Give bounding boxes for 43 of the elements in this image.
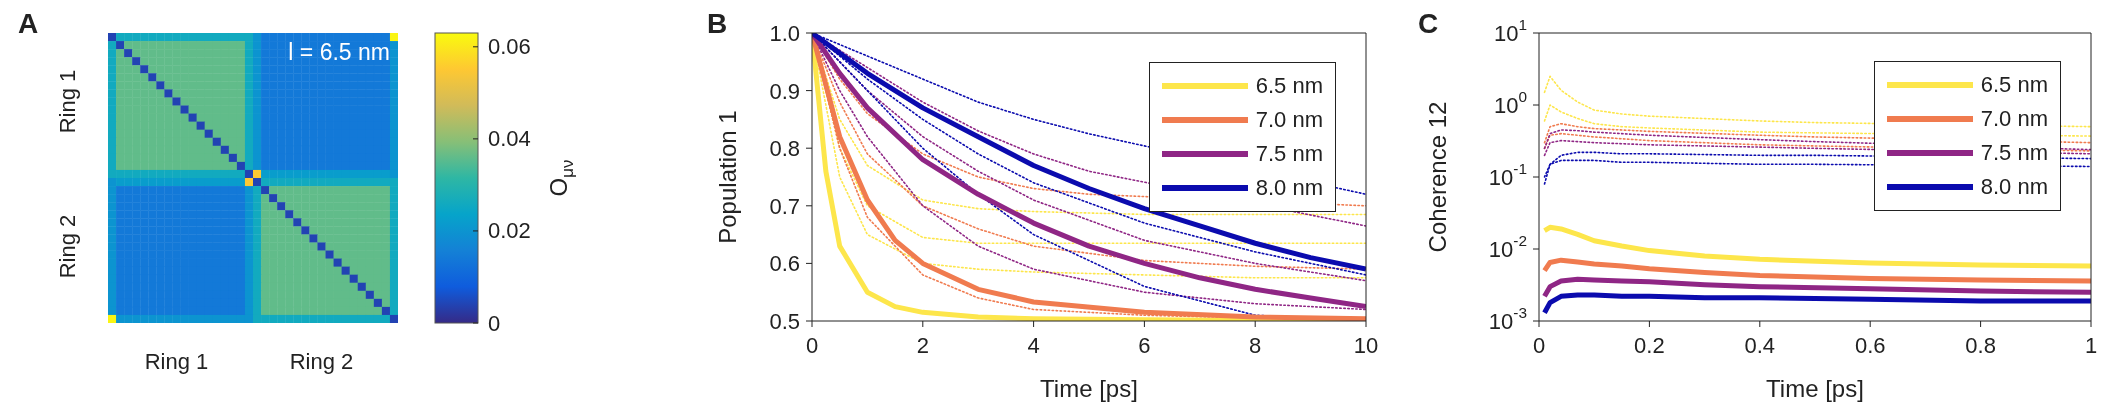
legend-label: 6.5 nm — [1255, 73, 1323, 99]
x-tick-label: 6 — [1138, 332, 1151, 358]
y-tick-label: 0.6 — [769, 250, 800, 276]
x-tick-label: 0 — [1532, 332, 1546, 358]
y-tick-label: 10$^{-2}$ — [1488, 232, 1527, 262]
x-tick-label: 2 — [916, 332, 929, 358]
y-tick-label: 10$^{-1}$ — [1488, 160, 1527, 190]
chart-title: C — [1418, 8, 1439, 40]
color-bar-label: 0.06 — [488, 34, 531, 60]
x-tick-label: 0.8 — [1965, 332, 1996, 358]
color-bar-label: 0.04 — [488, 126, 531, 152]
x-tick-label: 0.4 — [1744, 332, 1776, 358]
x-tick-label: 1 — [2084, 332, 2098, 358]
x-tick-label: 8 — [1249, 332, 1262, 358]
x-tick-label: 4 — [1027, 332, 1040, 358]
y-tick-label: 10$^{1}$ — [1493, 16, 1527, 46]
x-tick-label: 0.2 — [1634, 332, 1665, 358]
x-tick-label: 10 — [1353, 332, 1379, 358]
legend-label: 7.5 nm — [1980, 140, 2048, 166]
chart-title: B — [707, 8, 728, 40]
y-tick-label: 0.7 — [769, 193, 800, 219]
y-axis-title: Coherence 12 — [1423, 101, 1451, 253]
legend-label: 8.0 nm — [1255, 175, 1323, 201]
y-tick-label: 0.9 — [769, 78, 800, 104]
y-tick-label: 0.5 — [769, 308, 800, 334]
y-tick-label: 10$^{0}$ — [1493, 88, 1527, 118]
legend-label: 6.5 nm — [1980, 72, 2048, 98]
legend-label: 7.0 nm — [1980, 106, 2048, 132]
y-tick-label: 10$^{-3}$ — [1488, 304, 1527, 334]
x-axis-title: Time [ps] — [1040, 375, 1138, 402]
legend-label: 7.0 nm — [1255, 107, 1323, 133]
x-tick-label: 0.6 — [1854, 332, 1886, 358]
color-bar-label: 0 — [488, 310, 501, 336]
y-tick-label: 0.8 — [769, 135, 800, 161]
annotation: l = 6.5 nm — [288, 39, 390, 66]
x-tick-label: 0 — [805, 332, 819, 358]
y-axis-title: Population 1 — [713, 110, 741, 244]
x-axis-title: Time [ps] — [1766, 375, 1864, 402]
y-tick-label: 1.0 — [769, 20, 800, 46]
color-bar-label: 0.02 — [488, 218, 531, 244]
chart-title: A — [18, 8, 39, 40]
legend-label: 7.5 nm — [1255, 141, 1323, 167]
legend-label: 8.0 nm — [1980, 174, 2048, 200]
